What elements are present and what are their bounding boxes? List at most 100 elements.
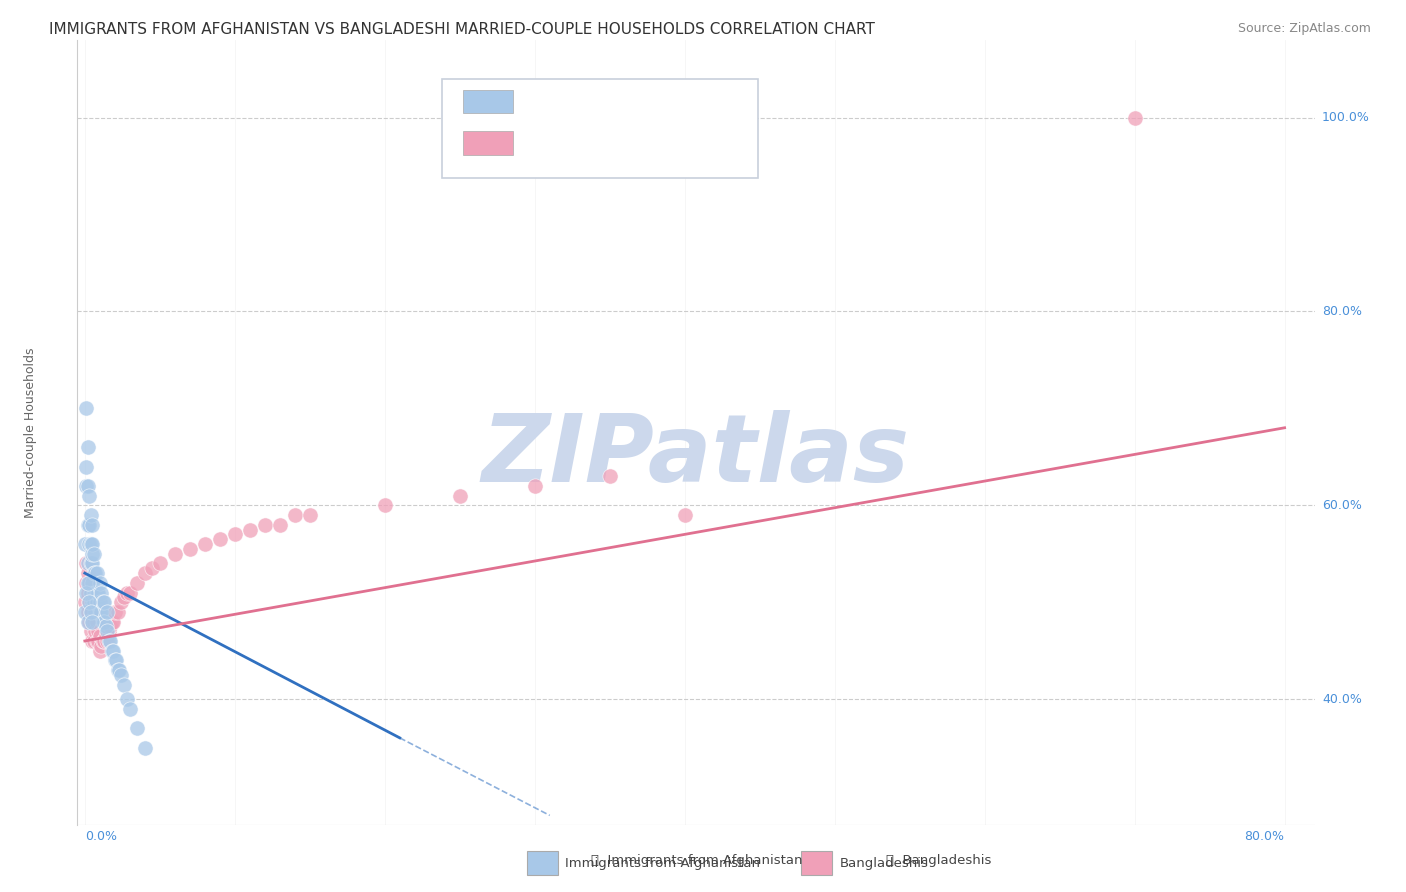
Point [82, 615, 104, 629]
Point [75, 557, 97, 571]
Point [76, 615, 98, 629]
Point [80, 624, 103, 639]
Point [93, 595, 115, 609]
Point [83, 615, 105, 629]
Point [110, 595, 132, 609]
Point [97, 634, 120, 648]
Point [91, 615, 114, 629]
Point [73, 595, 96, 609]
Point [76, 517, 98, 532]
Point [73, 537, 96, 551]
Point [82, 595, 104, 609]
Point [96, 634, 118, 648]
Point [79, 615, 101, 629]
Point [101, 615, 124, 629]
Point [90, 605, 112, 619]
Point [75, 585, 97, 599]
Point [79, 517, 101, 532]
Point [76, 585, 98, 599]
Bar [527, 851, 558, 874]
Point [86, 595, 108, 609]
Point [80, 605, 103, 619]
Point [112, 677, 135, 691]
Point [110, 668, 132, 682]
Point [91, 595, 114, 609]
Point [108, 663, 131, 677]
Point [84, 585, 107, 599]
Point [79, 489, 101, 503]
Point [76, 440, 98, 454]
Point [90, 639, 112, 653]
Point [127, 575, 149, 590]
Point [87, 585, 110, 599]
Text: N = 61: N = 61 [657, 137, 704, 152]
Point [91, 634, 114, 648]
Point [224, 527, 246, 541]
Point [83, 634, 105, 648]
Point [82, 517, 104, 532]
Point [76, 479, 98, 493]
Point [75, 459, 97, 474]
Text: N = 67: N = 67 [657, 96, 704, 110]
Point [82, 575, 104, 590]
Point [208, 533, 231, 547]
Point [194, 537, 217, 551]
Point [76, 557, 98, 571]
Point [239, 523, 262, 537]
Text: 0.0%: 0.0% [84, 830, 117, 843]
Point [673, 508, 696, 522]
Point [103, 643, 125, 657]
Point [86, 566, 108, 581]
Bar [464, 89, 513, 113]
Point [83, 595, 105, 609]
Bar [801, 851, 832, 874]
Point [82, 557, 104, 571]
Point [87, 605, 110, 619]
Point [75, 575, 97, 590]
Point [134, 566, 156, 581]
Point [96, 605, 118, 619]
Text: ⬜  Bangladeshis: ⬜ Bangladeshis [886, 855, 991, 867]
Point [79, 595, 101, 609]
Point [599, 469, 621, 483]
Point [104, 605, 127, 619]
Point [89, 629, 111, 643]
Text: R = -0.334: R = -0.334 [523, 96, 598, 110]
Point [79, 595, 101, 609]
Point [115, 692, 138, 706]
Text: ⬜  Immigrants from Afghanistan: ⬜ Immigrants from Afghanistan [591, 855, 801, 867]
Point [449, 489, 471, 503]
Text: 80.0%: 80.0% [1322, 305, 1362, 318]
Point [79, 575, 101, 590]
Point [82, 547, 104, 561]
Point [89, 595, 111, 609]
Text: 100.0%: 100.0% [1322, 112, 1369, 124]
Point [84, 605, 107, 619]
Point [107, 605, 129, 619]
Point [76, 605, 98, 619]
Text: 40.0%: 40.0% [1322, 692, 1362, 706]
Point [523, 479, 546, 493]
Point [179, 541, 201, 556]
Text: R = 0.276: R = 0.276 [523, 137, 592, 152]
Point [80, 537, 103, 551]
Point [115, 585, 138, 599]
Point [82, 615, 104, 629]
Point [104, 653, 127, 667]
Point [93, 634, 115, 648]
Point [101, 643, 124, 657]
Bar [464, 131, 513, 154]
Point [1123, 111, 1146, 125]
FancyBboxPatch shape [443, 79, 758, 178]
Text: Bangladeshis: Bangladeshis [839, 856, 928, 870]
Point [98, 619, 121, 633]
Point [80, 585, 103, 599]
Point [118, 585, 141, 599]
Text: ZIPatlas: ZIPatlas [482, 410, 910, 502]
Point [80, 605, 103, 619]
Point [75, 401, 97, 416]
Point [82, 634, 104, 648]
Point [98, 634, 121, 648]
Point [80, 557, 103, 571]
Point [118, 702, 141, 716]
